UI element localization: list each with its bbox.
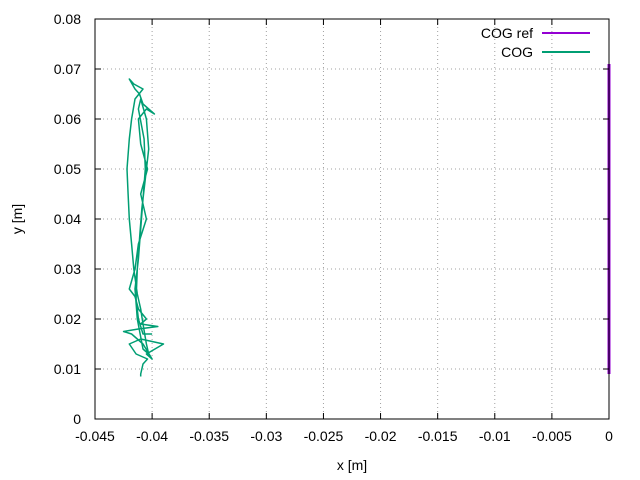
- y-tick-label: 0.04: [54, 211, 81, 227]
- x-axis-label: x [m]: [337, 457, 367, 473]
- y-tick-label: 0.05: [54, 161, 81, 177]
- y-tick-label: 0.08: [54, 11, 81, 27]
- y-tick-label: 0.01: [54, 361, 81, 377]
- y-axis-label: y [m]: [9, 204, 25, 234]
- x-tick-label: -0.02: [365, 428, 397, 444]
- x-tick-label: -0.045: [75, 428, 115, 444]
- legend-label-cog: COG: [501, 44, 533, 60]
- x-tick-label: -0.035: [189, 428, 229, 444]
- grid-lines: [95, 19, 609, 419]
- y-tick-label: 0: [73, 411, 81, 427]
- x-tick-label: -0.03: [250, 428, 282, 444]
- x-tick-label: -0.015: [418, 428, 458, 444]
- y-tick-label: 0.06: [54, 111, 81, 127]
- x-tick-label: -0.01: [479, 428, 511, 444]
- legend-label-cog-ref: COG ref: [481, 25, 533, 41]
- y-tick-label: 0.07: [54, 61, 81, 77]
- x-tick-label: -0.025: [304, 428, 344, 444]
- x-tick-label: 0: [605, 428, 613, 444]
- plot-series: [122, 64, 611, 377]
- y-tick-label: 0.03: [54, 261, 81, 277]
- series-line-cog: [122, 78, 165, 377]
- legend: COG ref COG: [481, 25, 590, 60]
- x-tick-label: -0.005: [532, 428, 572, 444]
- axis-ticks: -0.045 -0.04 -0.035 -0.03 -0.025 -0.02 -0.015 -…: [54, 11, 613, 444]
- y-tick-label: 0.02: [54, 311, 81, 327]
- x-tick-label: -0.04: [136, 428, 168, 444]
